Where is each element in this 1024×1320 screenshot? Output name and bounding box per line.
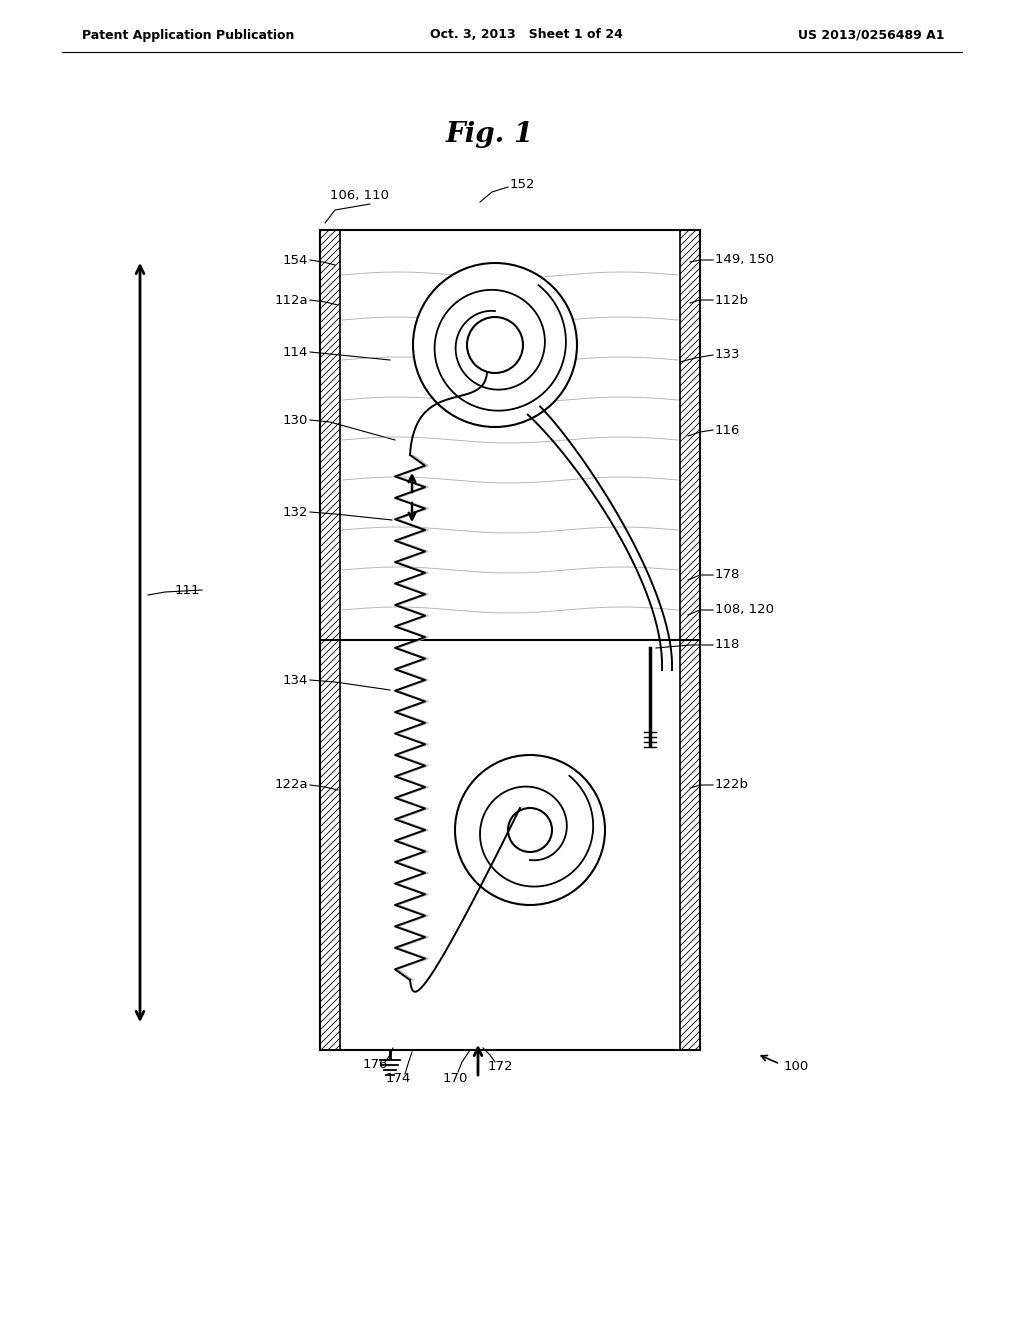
- Circle shape: [467, 317, 523, 374]
- Text: Fig. 1: Fig. 1: [445, 121, 535, 149]
- Text: 100: 100: [784, 1060, 809, 1072]
- Text: 122a: 122a: [274, 779, 308, 792]
- Text: 108, 120: 108, 120: [715, 603, 774, 616]
- Text: US 2013/0256489 A1: US 2013/0256489 A1: [799, 29, 945, 41]
- Text: 178: 178: [715, 569, 740, 582]
- Text: 112b: 112b: [715, 293, 749, 306]
- Text: 176: 176: [362, 1059, 388, 1072]
- Text: 174: 174: [385, 1072, 411, 1085]
- Circle shape: [508, 808, 552, 851]
- Circle shape: [413, 263, 577, 426]
- Text: 149, 150: 149, 150: [715, 253, 774, 267]
- Text: 133: 133: [715, 348, 740, 362]
- Text: 122b: 122b: [715, 779, 749, 792]
- Text: 154: 154: [283, 253, 308, 267]
- Text: Oct. 3, 2013   Sheet 1 of 24: Oct. 3, 2013 Sheet 1 of 24: [430, 29, 623, 41]
- Text: 106, 110: 106, 110: [330, 189, 389, 202]
- Text: 111: 111: [174, 583, 200, 597]
- Text: 172: 172: [487, 1060, 513, 1072]
- Circle shape: [455, 755, 605, 906]
- Text: 114: 114: [283, 346, 308, 359]
- Text: 118: 118: [715, 639, 740, 652]
- Text: 170: 170: [442, 1072, 468, 1085]
- Text: Patent Application Publication: Patent Application Publication: [82, 29, 294, 41]
- Text: 134: 134: [283, 673, 308, 686]
- Text: 130: 130: [283, 413, 308, 426]
- Text: 116: 116: [715, 424, 740, 437]
- Text: 132: 132: [283, 506, 308, 519]
- Text: 112a: 112a: [274, 293, 308, 306]
- Text: 152: 152: [510, 178, 536, 191]
